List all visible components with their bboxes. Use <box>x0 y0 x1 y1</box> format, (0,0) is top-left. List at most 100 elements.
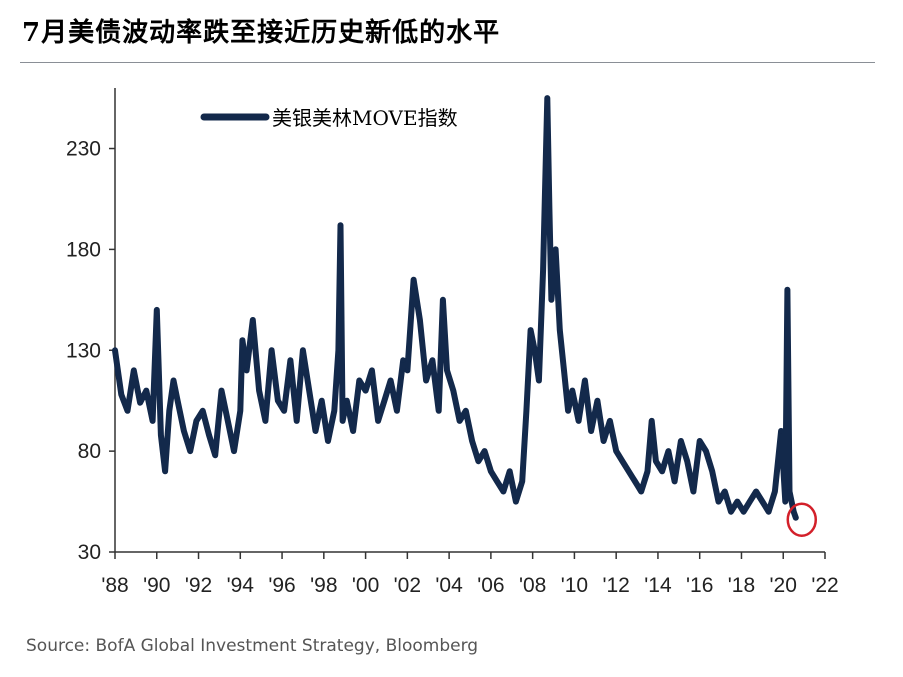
x-tick-label: '14 <box>644 574 672 597</box>
chart-title: 7月美债波动率跌至接近历史新低的水平 <box>22 18 501 48</box>
data-point <box>716 499 721 505</box>
data-point <box>728 509 734 515</box>
data-point <box>594 398 600 404</box>
data-point <box>363 388 369 394</box>
data-point <box>356 378 362 383</box>
data-point <box>607 418 613 424</box>
data-point <box>206 432 212 438</box>
data-point <box>369 367 375 373</box>
data-point <box>262 418 268 424</box>
data-point <box>601 438 607 444</box>
data-point <box>697 438 703 444</box>
data-point <box>143 388 149 394</box>
data-point <box>626 468 632 474</box>
data-point <box>569 388 575 394</box>
data-point <box>171 378 176 383</box>
data-point <box>239 337 245 343</box>
data-point <box>532 347 538 353</box>
data-point <box>335 347 341 353</box>
data-point <box>513 499 519 505</box>
data-point <box>548 297 554 303</box>
data-point <box>557 327 563 333</box>
data-point <box>381 398 387 404</box>
data-point <box>638 489 644 494</box>
data-point <box>244 367 250 373</box>
x-tick-label: '98 <box>310 574 337 597</box>
data-point <box>544 95 550 101</box>
x-tick-label: '96 <box>268 574 295 597</box>
data-point <box>741 509 747 515</box>
data-point <box>494 478 500 484</box>
legend-label: 美银美林MOVE指数 <box>272 106 458 130</box>
data-point <box>181 428 187 434</box>
data-point <box>482 448 488 454</box>
data-point <box>313 428 318 434</box>
data-point <box>162 468 168 474</box>
data-point <box>294 418 300 424</box>
data-point <box>306 388 312 394</box>
data-point <box>553 246 559 252</box>
data-point <box>772 489 778 494</box>
data-point <box>793 515 799 521</box>
y-tick-label: 180 <box>66 238 101 261</box>
data-point <box>281 408 287 414</box>
data-point <box>340 418 346 424</box>
data-point <box>436 408 442 414</box>
x-tick-label: '12 <box>602 574 629 597</box>
data-point <box>463 408 469 414</box>
data-point <box>523 408 529 414</box>
y-tick-label: 130 <box>66 339 101 362</box>
data-point <box>684 458 690 464</box>
data-point <box>546 206 552 212</box>
data-point <box>469 438 475 444</box>
data-point <box>237 408 243 414</box>
data-point <box>791 509 797 515</box>
data-point <box>759 499 765 505</box>
data-point <box>475 458 481 464</box>
data-point <box>507 468 513 474</box>
data-point <box>500 489 506 494</box>
data-point <box>782 499 788 505</box>
data-point <box>766 509 772 515</box>
x-tick-label: '94 <box>227 574 255 597</box>
data-point <box>528 327 534 333</box>
data-point <box>789 499 795 505</box>
title-divider <box>20 62 875 63</box>
x-tick-label: '10 <box>561 574 588 597</box>
data-point <box>645 468 650 474</box>
data-point <box>784 287 790 293</box>
x-tick-label: '02 <box>394 574 421 597</box>
data-point <box>250 317 256 323</box>
data-point <box>536 378 542 383</box>
data-point <box>137 400 143 406</box>
data-point <box>709 468 715 474</box>
data-point <box>158 432 164 438</box>
data-point <box>561 367 567 373</box>
data-point <box>275 398 281 404</box>
data-point <box>678 438 684 444</box>
data-point <box>778 428 784 434</box>
data-point <box>154 307 160 313</box>
data-point <box>747 499 753 505</box>
data-point <box>444 367 450 373</box>
data-point <box>404 367 410 373</box>
data-point <box>734 499 740 505</box>
data-point <box>375 418 381 424</box>
x-tick-label: '16 <box>686 574 713 597</box>
data-point <box>118 392 124 398</box>
y-tick-label: 80 <box>78 440 101 463</box>
y-tick-label: 230 <box>66 138 101 161</box>
x-tick-label: '04 <box>435 574 463 597</box>
data-point <box>619 458 625 464</box>
data-point <box>649 418 655 424</box>
data-point <box>131 367 137 373</box>
data-point <box>588 428 594 434</box>
data-point <box>225 418 231 424</box>
data-point <box>212 452 218 458</box>
data-point <box>665 448 671 454</box>
data-point <box>519 478 525 484</box>
data-point <box>193 418 199 424</box>
data-point <box>287 357 293 363</box>
data-point <box>411 277 417 283</box>
x-tick-label: '18 <box>728 574 755 597</box>
